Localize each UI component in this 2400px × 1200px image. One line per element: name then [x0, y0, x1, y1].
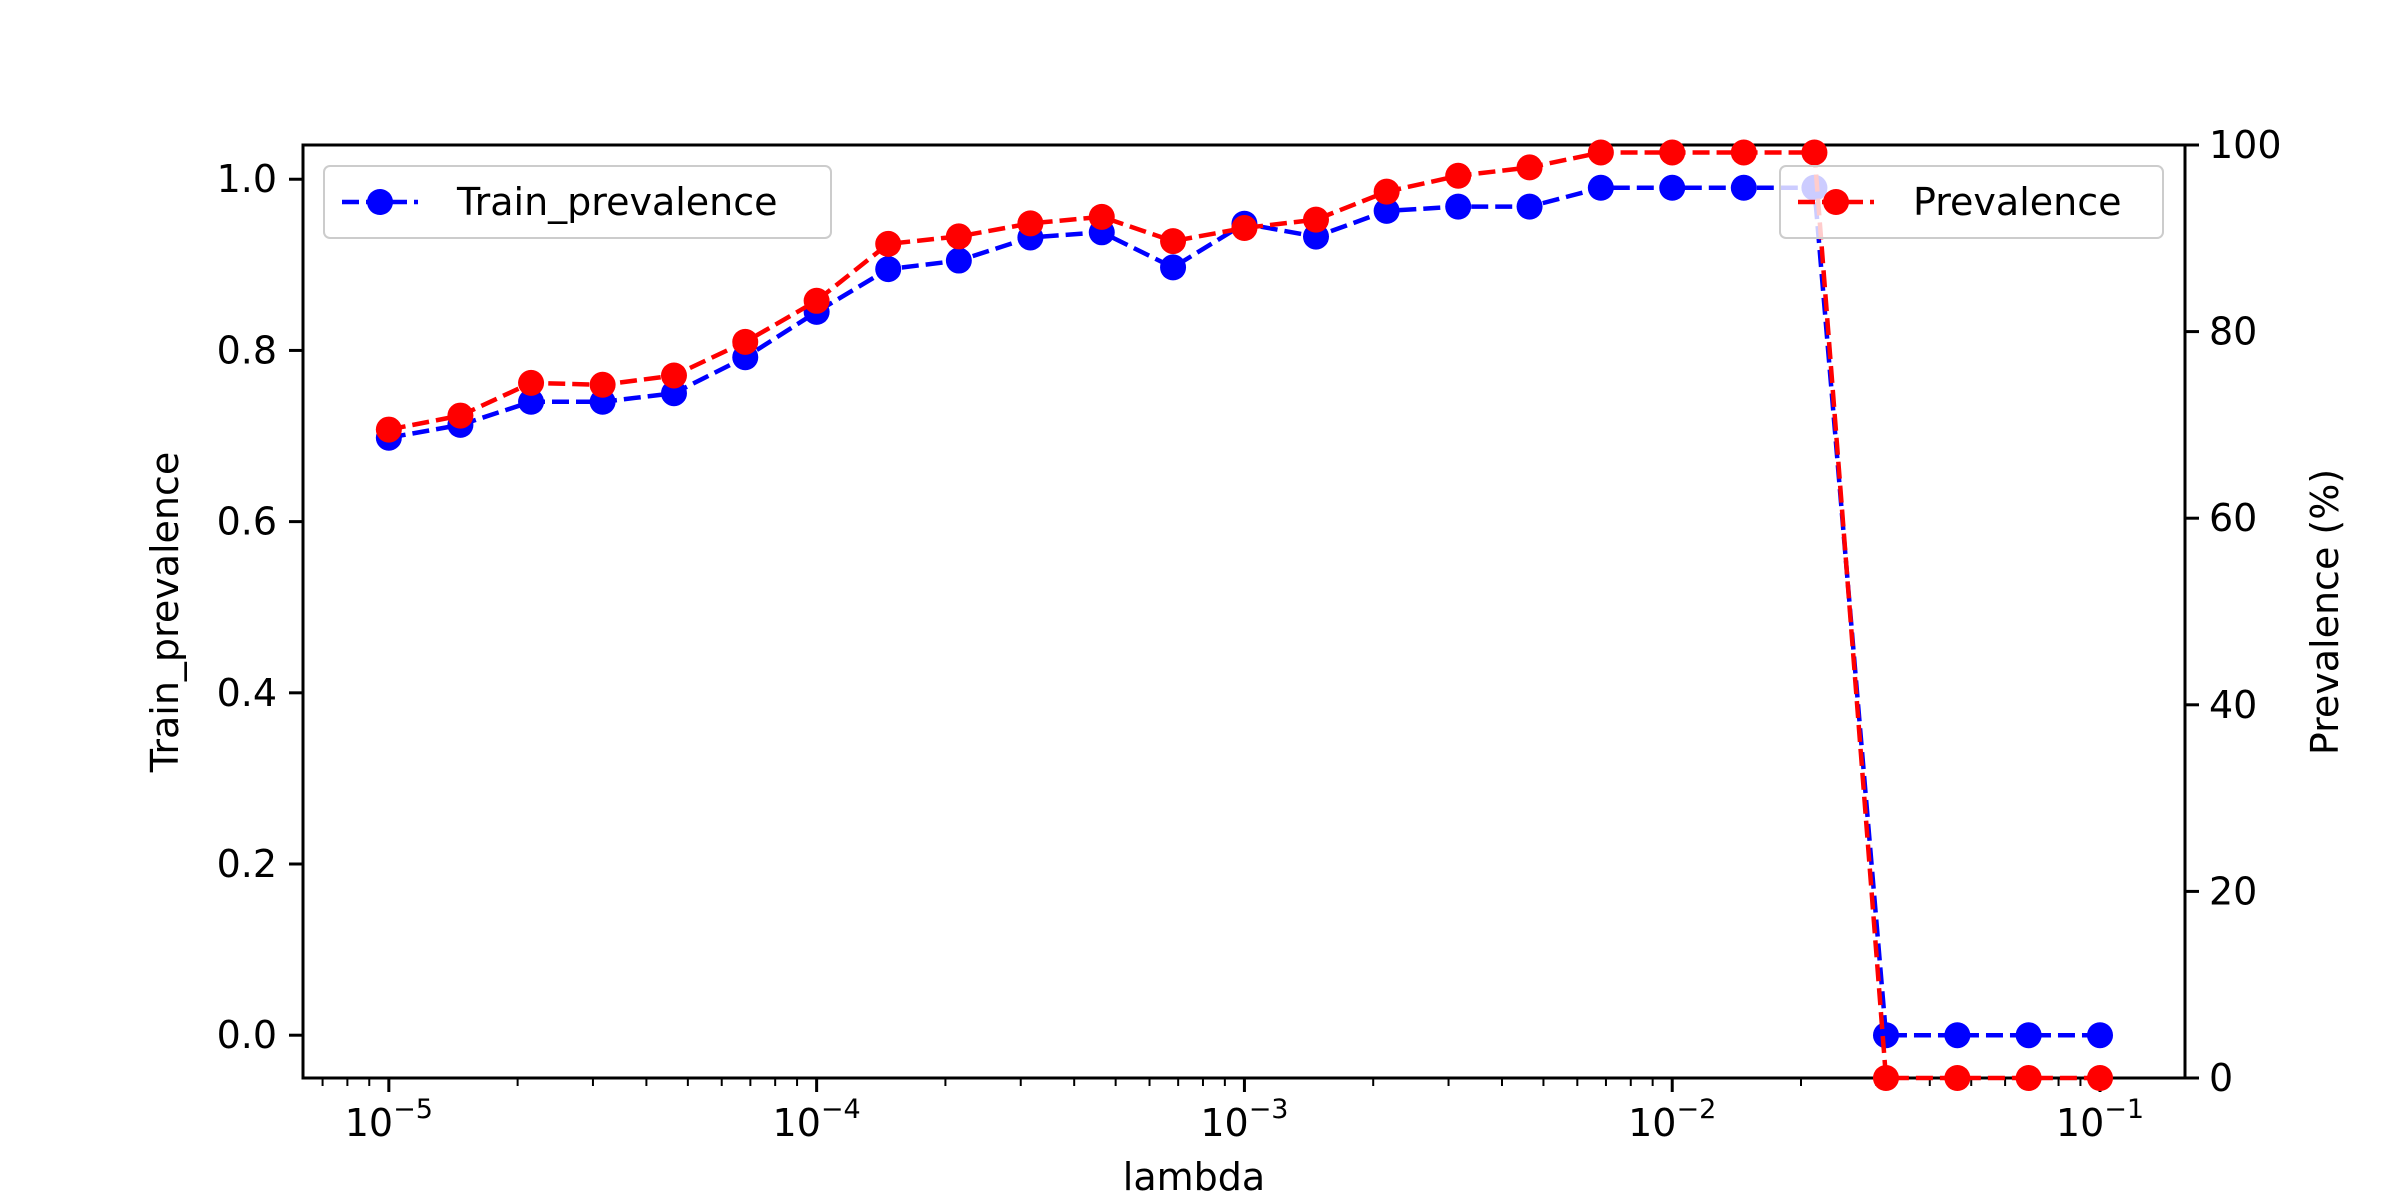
right-y-tick-label: 60: [2209, 496, 2257, 540]
x-axis-label: lambda: [1123, 1155, 1265, 1199]
data-point: [1944, 1065, 1971, 1091]
x-axis: 10−5 10−4 10−3 10−2 10−1: [321, 1078, 2144, 1145]
data-point: [875, 256, 902, 283]
legend-frame: [323, 165, 832, 239]
data-point: [945, 247, 972, 274]
right-y-axis: 0 20 40 60 80 100: [2185, 123, 2282, 1100]
data-point: [1872, 1022, 1899, 1049]
left-y-tick-label: 0.6: [217, 500, 277, 544]
data-point: [1659, 174, 1686, 201]
right-y-axis-label: Prevalence (%): [2303, 469, 2347, 755]
data-point: [1587, 174, 1614, 201]
data-point: [945, 223, 972, 250]
series-prevalence: [375, 139, 2114, 1091]
x-tick-label: 10−4: [773, 1094, 861, 1145]
data-point: [1017, 210, 1044, 237]
data-point: [589, 371, 616, 398]
left-y-axis-label: Train_prevalence: [143, 452, 187, 774]
data-point: [1303, 206, 1330, 233]
right-y-tick-label: 100: [2209, 123, 2282, 167]
data-point: [660, 380, 687, 407]
x-tick-label: 10−3: [1200, 1094, 1288, 1145]
data-point: [1373, 178, 1400, 205]
data-point: [1160, 254, 1187, 281]
data-point: [1088, 203, 1115, 230]
data-point: [1445, 162, 1472, 189]
legend-label: Train_prevalence: [456, 180, 778, 224]
x-tick-label: 10−1: [2056, 1094, 2144, 1145]
data-point: [1445, 193, 1472, 220]
data-point: [2015, 1065, 2042, 1091]
data-point: [2087, 1022, 2114, 1049]
data-point: [1160, 228, 1187, 255]
data-point: [1587, 139, 1614, 166]
legend-marker: [1823, 189, 1849, 215]
legend-frame: [1779, 165, 2164, 239]
data-point: [1516, 193, 1543, 220]
data-point: [1231, 215, 1258, 242]
data-point: [732, 328, 759, 355]
legend-left: Train_prevalence: [323, 165, 832, 239]
data-point: [518, 388, 545, 415]
left-y-axis: 0.0 0.2 0.4 0.6 0.8 1.0: [217, 157, 303, 1057]
data-point: [1373, 197, 1400, 224]
data-point: [1801, 139, 1828, 166]
right-y-tick-label: 40: [2209, 683, 2257, 727]
legend-layer: Train_prevalence Prevalence: [323, 165, 2164, 239]
data-point: [375, 416, 402, 443]
legend-marker: [367, 189, 393, 215]
legend-label: Prevalence: [1913, 180, 2121, 224]
left-y-tick-label: 0.8: [217, 328, 277, 372]
right-y-tick-label: 20: [2209, 869, 2257, 913]
legend-right: Prevalence: [1779, 165, 2164, 239]
data-point: [2087, 1065, 2114, 1091]
data-point: [2015, 1022, 2042, 1049]
x-tick-label: 10−2: [1628, 1094, 1716, 1145]
data-point: [447, 402, 474, 429]
data-point: [518, 369, 545, 396]
data-point: [1944, 1022, 1971, 1049]
left-y-tick-label: 0.0: [217, 1013, 277, 1057]
data-point: [803, 287, 830, 314]
data-point: [660, 362, 687, 389]
data-point: [875, 230, 902, 257]
data-point: [1730, 174, 1757, 201]
data-point: [1872, 1065, 1899, 1091]
data-point: [1659, 139, 1686, 166]
left-y-tick-label: 0.4: [217, 671, 277, 715]
right-y-tick-label: 0: [2209, 1056, 2233, 1100]
left-y-tick-label: 0.2: [217, 842, 277, 886]
x-tick-label: 10−5: [345, 1094, 433, 1145]
data-point: [1516, 154, 1543, 181]
left-y-tick-label: 1.0: [217, 157, 277, 201]
right-y-tick-label: 80: [2209, 310, 2257, 354]
data-point: [1730, 139, 1757, 166]
